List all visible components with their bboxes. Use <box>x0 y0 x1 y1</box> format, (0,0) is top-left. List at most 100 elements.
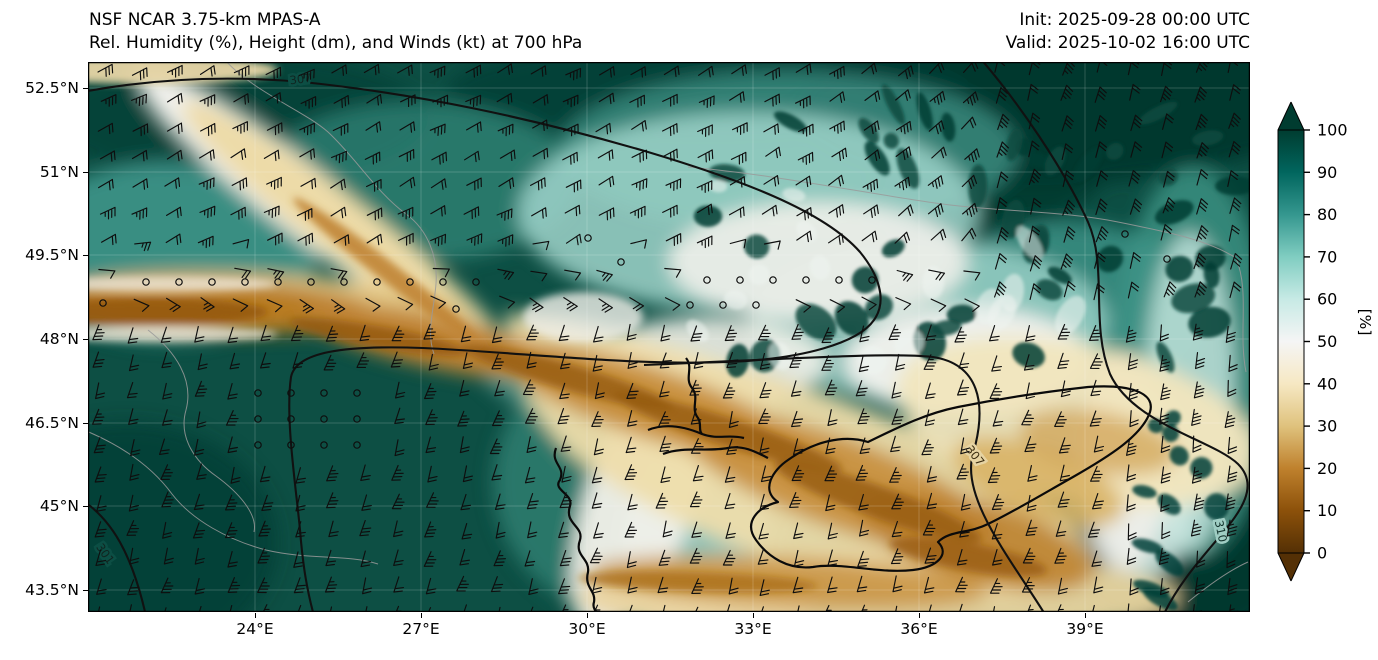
wind-barb <box>696 180 713 193</box>
x-tick-label: 30°E <box>568 620 606 638</box>
wind-barb <box>563 123 579 137</box>
wind-barb <box>728 577 739 595</box>
wind-barb <box>1160 578 1170 596</box>
wind-barb <box>828 204 845 218</box>
wind-barb <box>159 438 170 455</box>
wind-barb <box>397 296 414 311</box>
wind-barb <box>726 604 731 612</box>
map-graphic <box>930 319 962 336</box>
wind-barb <box>828 174 844 187</box>
wind-barb <box>898 204 914 217</box>
map-graphic <box>88 326 278 342</box>
wind-barb <box>128 354 140 372</box>
map-graphic <box>662 446 769 459</box>
calm-circle <box>868 276 876 284</box>
wind-barb <box>126 382 138 399</box>
wind-barb <box>926 465 938 483</box>
wind-barb <box>391 464 404 481</box>
x-tick-label: 27°E <box>402 620 440 638</box>
y-tick-mark <box>83 423 88 425</box>
map-graphic <box>940 112 956 142</box>
wind-barb <box>729 238 747 249</box>
wind-barb <box>659 380 670 398</box>
map-graphic <box>1277 552 1292 582</box>
map-graphic <box>952 436 1124 528</box>
wind-barb <box>729 176 746 188</box>
calm-circle <box>373 278 381 286</box>
wind-barb <box>1160 85 1173 103</box>
wind-barb <box>232 121 248 134</box>
map-graphic <box>578 571 818 593</box>
wind-barb <box>989 325 1000 342</box>
wind-barb <box>1160 383 1171 401</box>
wind-barb <box>593 325 604 343</box>
calm-circle <box>802 276 810 284</box>
wind-barb <box>492 410 505 427</box>
map-graphic <box>723 289 748 310</box>
wind-barb <box>365 297 381 312</box>
wind-barb <box>829 299 846 313</box>
wind-barb <box>827 549 838 566</box>
wind-barb <box>526 436 537 453</box>
wind-barb <box>863 120 880 135</box>
wind-barb <box>131 149 148 162</box>
wind-barb <box>360 464 371 481</box>
wind-barb <box>400 94 416 108</box>
calm-circle <box>1163 255 1171 263</box>
y-tick-label: 52.5°N <box>25 79 79 97</box>
wind-barb <box>1093 283 1105 301</box>
wind-barb <box>559 492 572 509</box>
wind-barb <box>429 123 446 136</box>
colorbar-tick-label: 70 <box>1317 247 1337 266</box>
x-tick-mark <box>753 613 755 618</box>
wind-barb <box>591 411 604 427</box>
wind-barb <box>697 124 713 137</box>
wind-barb <box>1058 437 1071 454</box>
wind-barb <box>926 492 938 510</box>
wind-barb <box>728 411 739 428</box>
wind-barb <box>722 549 736 566</box>
wind-barb <box>563 297 578 312</box>
wind-barb <box>1195 62 1209 73</box>
map-graphic <box>809 255 831 281</box>
wind-barb <box>1089 325 1102 341</box>
wind-barb <box>827 522 838 540</box>
wind-barb <box>94 521 107 538</box>
calm-circle <box>835 276 843 284</box>
wind-barb <box>1021 409 1034 426</box>
wind-barb <box>930 298 947 312</box>
wind-barb <box>925 324 937 341</box>
wind-barb <box>791 410 804 428</box>
wind-barb <box>565 67 582 81</box>
wind-barb <box>960 437 971 455</box>
wind-barb <box>1093 435 1104 453</box>
wind-barb <box>356 352 370 368</box>
wind-barb <box>597 149 614 161</box>
wind-barb <box>557 408 570 425</box>
wind-barb <box>1094 252 1106 269</box>
wind-barb <box>299 148 316 160</box>
wind-barb <box>527 521 538 539</box>
wind-barb <box>758 324 771 341</box>
wind-barb <box>1054 411 1067 427</box>
wind-barb <box>824 465 838 482</box>
wind-barb <box>489 438 503 455</box>
wind-barb <box>1160 494 1170 512</box>
wind-barb <box>795 299 812 313</box>
wind-barb <box>397 64 413 76</box>
wind-barb <box>167 64 183 78</box>
wind-barb <box>888 324 902 341</box>
wind-barb <box>565 233 582 246</box>
colorbar-tick-label: 20 <box>1317 459 1337 478</box>
wind-barb <box>1193 381 1205 399</box>
wind-barb <box>1129 410 1139 428</box>
wind-barb <box>1129 198 1143 215</box>
wind-barb <box>559 550 572 567</box>
calm-circle <box>439 278 447 286</box>
map-graphic <box>889 537 1047 577</box>
wind-barb <box>957 379 970 396</box>
wind-barb <box>227 436 238 454</box>
wind-barb <box>95 382 106 400</box>
wind-barb <box>862 178 879 192</box>
calm-circle <box>142 278 150 286</box>
